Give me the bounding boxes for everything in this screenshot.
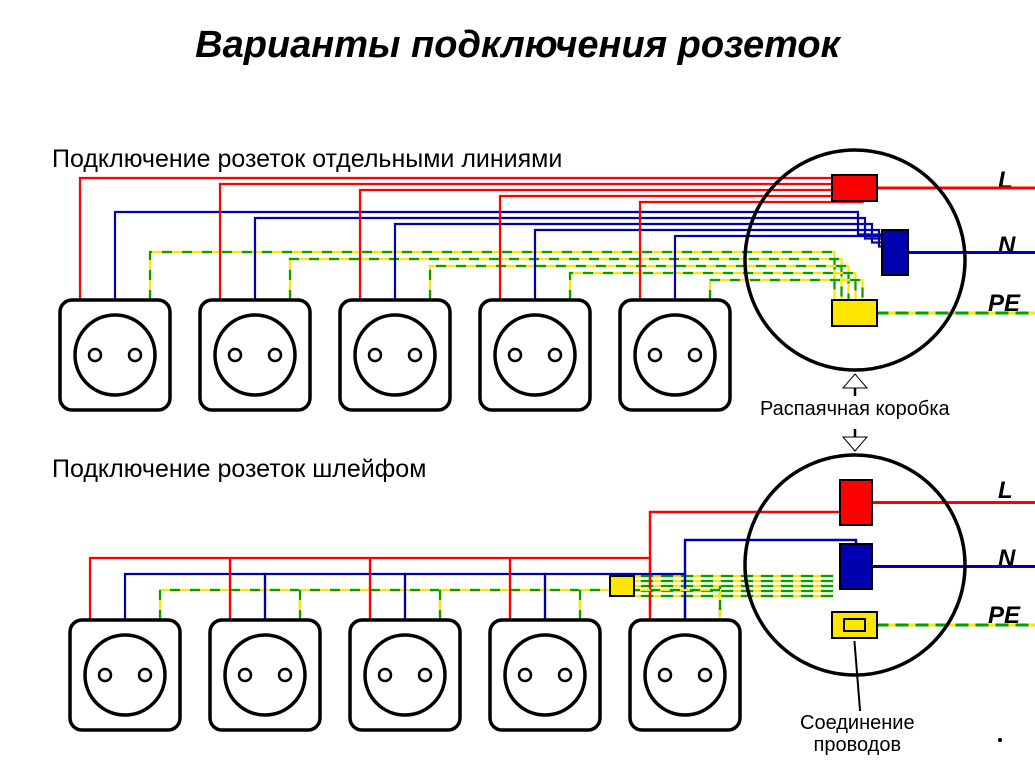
diagram-page: Варианты подключения розеток Подключение… — [0, 0, 1035, 777]
wiring-svg — [0, 0, 1035, 777]
